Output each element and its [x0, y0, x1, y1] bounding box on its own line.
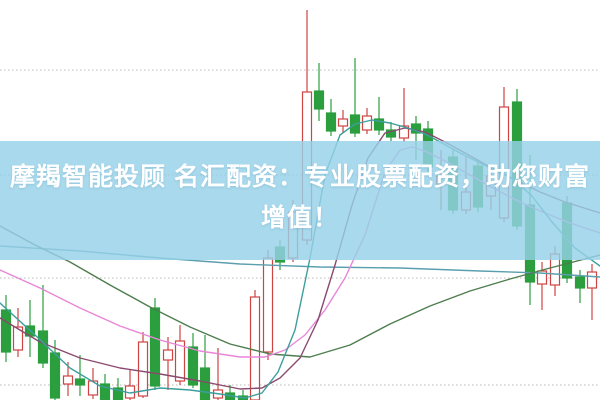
candle-body — [49, 352, 61, 399]
promo-text-line-2: 增值！ — [260, 204, 339, 232]
candle-body — [137, 341, 149, 397]
candle-body — [262, 257, 274, 353]
candle-body — [385, 129, 397, 138]
candle-body — [187, 346, 199, 386]
promo-text-line-1: 摩羯智能投顾 名汇配资：专业股票配资，助您财富 — [10, 163, 590, 191]
candle-body — [199, 367, 211, 400]
candle-body — [74, 378, 86, 386]
candle-body — [574, 276, 586, 289]
candle-body — [536, 270, 548, 285]
candle-body — [162, 349, 174, 361]
ma-slow-green — [0, 225, 600, 358]
candle-body — [37, 330, 49, 364]
candle-body — [62, 375, 74, 385]
candle-body — [373, 118, 385, 131]
candle-body — [112, 387, 124, 400]
candle-body — [249, 296, 261, 400]
candle-body — [99, 383, 111, 400]
candle-body — [586, 271, 598, 289]
candle-body — [398, 125, 410, 139]
candle-body — [337, 118, 349, 127]
candle-body — [149, 307, 161, 387]
candle-body — [325, 112, 337, 132]
candle-body — [12, 326, 24, 351]
promo-banner: 摩羯智能投顾 名汇配资：专业股票配资，助您财富 增值！ — [0, 141, 600, 260]
candle-body — [174, 340, 186, 382]
candle-body — [0, 309, 12, 353]
candle-body — [313, 90, 325, 110]
candle-body — [361, 115, 373, 131]
